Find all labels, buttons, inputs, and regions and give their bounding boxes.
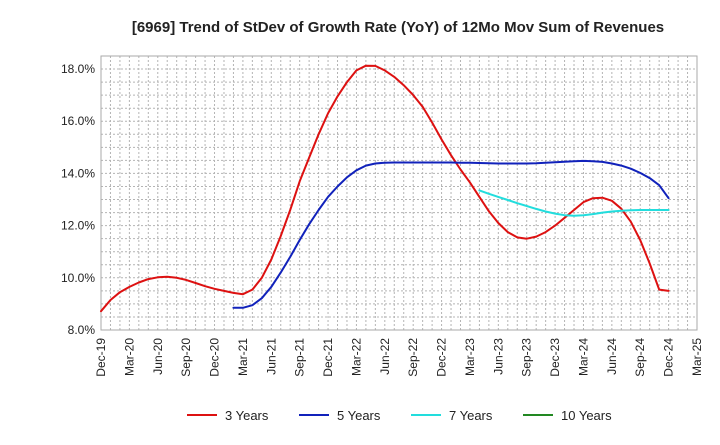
x-tick-label: Jun-20	[151, 338, 165, 375]
plot-area-border	[100, 55, 698, 331]
x-tick-label: Jun-24	[605, 338, 619, 375]
series-layer	[100, 64, 670, 313]
x-tick-label: Dec-24	[662, 338, 676, 377]
x-tick-label: Mar-22	[349, 338, 363, 376]
x-tick-label: Dec-19	[94, 338, 108, 377]
y-tick-label: 12.0%	[61, 219, 95, 233]
x-axis: Dec-19 Mar-20 Jun-20 Sep-20 Dec-20 Mar-21 Jun-…	[94, 338, 704, 377]
x-tick-label: Sep-21	[293, 338, 307, 377]
x-tick-label: Mar-23	[463, 338, 477, 376]
chart-title: [6969] Trend of StDev of Growth Rate (Yo…	[132, 19, 664, 36]
x-tick-label: Sep-20	[179, 338, 193, 377]
x-tick-label: Jun-21	[264, 338, 278, 375]
series-line-3-years	[100, 64, 670, 313]
x-tick-label: Sep-23	[520, 338, 534, 377]
x-tick-label: Sep-22	[406, 338, 420, 377]
legend-label-7-years: 7 Years	[449, 408, 493, 423]
x-tick-label: Dec-20	[208, 338, 222, 377]
y-axis: 8.0% 10.0% 12.0% 14.0% 16.0% 18.0%	[61, 62, 95, 337]
legend-label-5-years: 5 Years	[337, 408, 381, 423]
legend: 3 Years 5 Years 7 Years 10 Years	[187, 408, 612, 423]
x-tick-label: Jun-22	[378, 338, 392, 375]
grid-layer	[101, 56, 697, 330]
y-tick-label: 10.0%	[61, 271, 95, 285]
legend-label-10-years: 10 Years	[561, 408, 612, 423]
x-tick-label: Mar-24	[576, 338, 590, 376]
x-tick-label: Dec-22	[435, 338, 449, 377]
x-tick-label: Jun-23	[491, 338, 505, 375]
x-tick-label: Mar-25	[690, 338, 704, 376]
x-tick-label: Sep-24	[633, 338, 647, 377]
x-tick-label: Dec-23	[548, 338, 562, 377]
y-tick-label: 14.0%	[61, 166, 95, 180]
y-tick-label: 8.0%	[68, 323, 96, 337]
legend-label-3-years: 3 Years	[225, 408, 269, 423]
y-tick-label: 16.0%	[61, 114, 95, 128]
series-line-5-years	[232, 159, 670, 309]
x-tick-label: Mar-20	[122, 338, 136, 376]
x-tick-label: Mar-21	[236, 338, 250, 376]
x-tick-label: Dec-21	[321, 338, 335, 377]
y-tick-label: 18.0%	[61, 62, 95, 76]
series-line-7-years	[478, 189, 670, 217]
